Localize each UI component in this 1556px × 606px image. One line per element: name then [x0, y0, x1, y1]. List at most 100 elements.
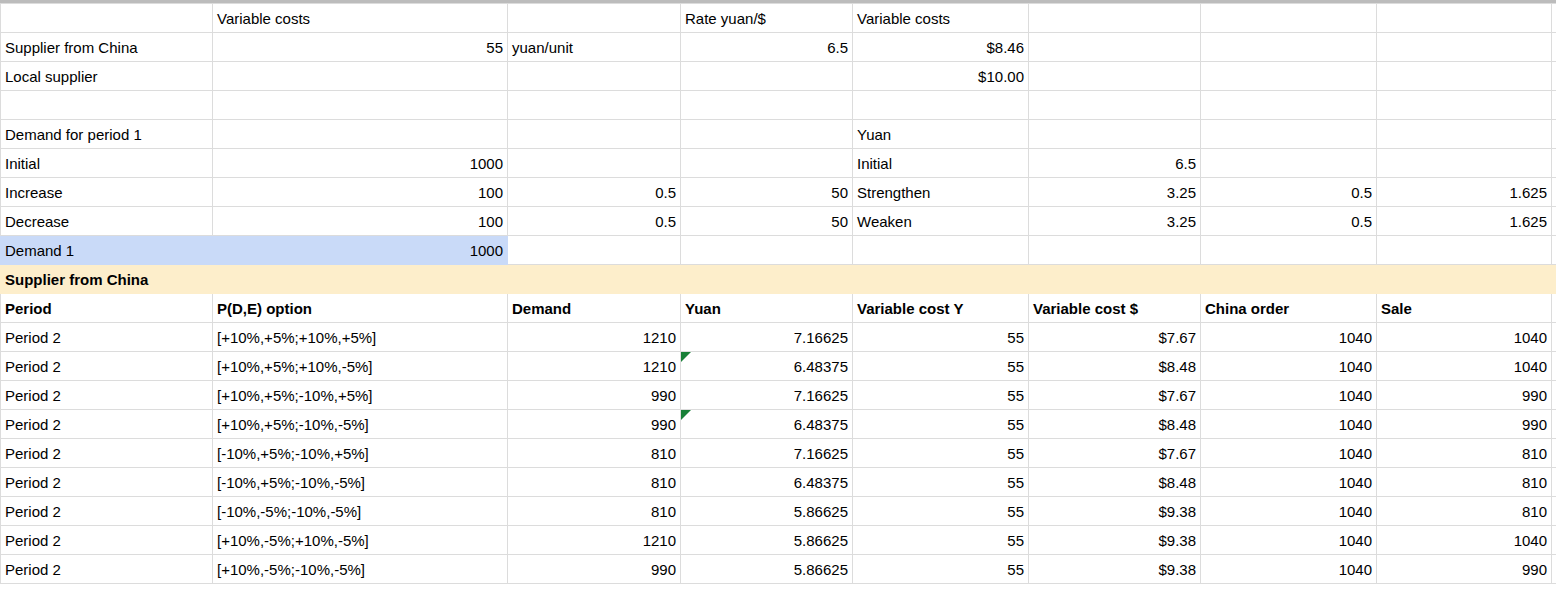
cell-E6[interactable]: Initial [853, 149, 1029, 178]
cell-H15[interactable]: 990 [1377, 410, 1552, 439]
cell-H2[interactable] [1377, 33, 1552, 62]
cell-overflow-2[interactable] [1552, 33, 1556, 62]
cell-G14[interactable]: 1040 [1201, 381, 1377, 410]
cell-E1[interactable]: Variable costs [853, 4, 1029, 33]
cell-overflow-17[interactable] [1552, 468, 1556, 497]
cell-G18[interactable]: 1040 [1201, 497, 1377, 526]
cell-B5[interactable] [213, 120, 508, 149]
cell-G2[interactable] [1201, 33, 1377, 62]
cell-E11[interactable]: Variable cost Y [853, 294, 1029, 323]
cell-B19[interactable]: [+10%,-5%;+10%,-5%] [213, 526, 508, 555]
cell-H3[interactable] [1377, 62, 1552, 91]
cell-B4[interactable] [213, 91, 508, 120]
cell-A8[interactable]: Decrease [1, 207, 213, 236]
cell-E18[interactable]: 55 [853, 497, 1029, 526]
cell-overflow-13[interactable] [1552, 352, 1556, 381]
cell-D8[interactable]: 50 [681, 207, 853, 236]
cell-H12[interactable]: 1040 [1377, 323, 1552, 352]
cell-F9[interactable] [1029, 236, 1201, 265]
cell-F18[interactable]: $9.38 [1029, 497, 1201, 526]
cell-D19[interactable]: 5.86625 [681, 526, 853, 555]
cell-A19[interactable]: Period 2 [1, 526, 213, 555]
cell-C6[interactable] [508, 149, 681, 178]
cell-H4[interactable] [1377, 91, 1552, 120]
cell-C12[interactable]: 1210 [508, 323, 681, 352]
cell-G8[interactable]: 0.5 [1201, 207, 1377, 236]
cell-A5[interactable]: Demand for period 1 [1, 120, 213, 149]
cell-A10[interactable]: Supplier from China [1, 265, 1556, 294]
cell-A17[interactable]: Period 2 [1, 468, 213, 497]
cell-A14[interactable]: Period 2 [1, 381, 213, 410]
cell-B18[interactable]: [-10%,-5%;-10%,-5%] [213, 497, 508, 526]
cell-overflow-20[interactable] [1552, 555, 1556, 584]
cell-overflow-15[interactable] [1552, 410, 1556, 439]
cell-E7[interactable]: Strengthen [853, 178, 1029, 207]
cell-overflow-16[interactable] [1552, 439, 1556, 468]
cell-F2[interactable] [1029, 33, 1201, 62]
cell-E19[interactable]: 55 [853, 526, 1029, 555]
cell-H18[interactable]: 810 [1377, 497, 1552, 526]
cell-H6[interactable] [1377, 149, 1552, 178]
cell-C17[interactable]: 810 [508, 468, 681, 497]
cell-A2[interactable]: Supplier from China [1, 33, 213, 62]
cell-D14[interactable]: 7.16625 [681, 381, 853, 410]
cell-F3[interactable] [1029, 62, 1201, 91]
cell-A11[interactable]: Period [1, 294, 213, 323]
cell-E16[interactable]: 55 [853, 439, 1029, 468]
cell-F19[interactable]: $9.38 [1029, 526, 1201, 555]
cell-C15[interactable]: 990 [508, 410, 681, 439]
cell-H9[interactable] [1377, 236, 1552, 265]
cell-D20[interactable]: 5.86625 [681, 555, 853, 584]
cell-H19[interactable]: 1040 [1377, 526, 1552, 555]
cell-E8[interactable]: Weaken [853, 207, 1029, 236]
cell-F13[interactable]: $8.48 [1029, 352, 1201, 381]
cell-A12[interactable]: Period 2 [1, 323, 213, 352]
cell-D6[interactable] [681, 149, 853, 178]
cell-G20[interactable]: 1040 [1201, 555, 1377, 584]
cell-C11[interactable]: Demand [508, 294, 681, 323]
cell-G6[interactable] [1201, 149, 1377, 178]
cell-G15[interactable]: 1040 [1201, 410, 1377, 439]
cell-overflow-18[interactable] [1552, 497, 1556, 526]
cell-F11[interactable]: Variable cost $ [1029, 294, 1201, 323]
cell-B15[interactable]: [+10%,+5%;-10%,-5%] [213, 410, 508, 439]
cell-F4[interactable] [1029, 91, 1201, 120]
cell-E9[interactable] [853, 236, 1029, 265]
cell-D13[interactable]: 6.48375 [681, 352, 853, 381]
cell-A7[interactable]: Increase [1, 178, 213, 207]
cell-C13[interactable]: 1210 [508, 352, 681, 381]
cell-E4[interactable] [853, 91, 1029, 120]
cell-A9[interactable]: Demand 1 [1, 236, 213, 265]
cell-overflow-5[interactable] [1552, 120, 1556, 149]
cell-G3[interactable] [1201, 62, 1377, 91]
cell-A16[interactable]: Period 2 [1, 439, 213, 468]
cell-D4[interactable] [681, 91, 853, 120]
cell-D11[interactable]: Yuan [681, 294, 853, 323]
cell-B3[interactable] [213, 62, 508, 91]
cell-G16[interactable]: 1040 [1201, 439, 1377, 468]
cell-B12[interactable]: [+10%,+5%;+10%,+5%] [213, 323, 508, 352]
cell-E3[interactable]: $10.00 [853, 62, 1029, 91]
cell-F5[interactable] [1029, 120, 1201, 149]
cell-B7[interactable]: 100 [213, 178, 508, 207]
cell-F8[interactable]: 3.25 [1029, 207, 1201, 236]
cell-F14[interactable]: $7.67 [1029, 381, 1201, 410]
cell-B20[interactable]: [+10%,-5%;-10%,-5%] [213, 555, 508, 584]
cell-H14[interactable]: 990 [1377, 381, 1552, 410]
cell-C16[interactable]: 810 [508, 439, 681, 468]
cell-C18[interactable]: 810 [508, 497, 681, 526]
cell-H5[interactable] [1377, 120, 1552, 149]
cell-A1[interactable] [1, 4, 213, 33]
cell-E17[interactable]: 55 [853, 468, 1029, 497]
cell-A6[interactable]: Initial [1, 149, 213, 178]
cell-B14[interactable]: [+10%,+5%;-10%,+5%] [213, 381, 508, 410]
cell-D18[interactable]: 5.86625 [681, 497, 853, 526]
cell-H13[interactable]: 1040 [1377, 352, 1552, 381]
cell-G19[interactable]: 1040 [1201, 526, 1377, 555]
cell-A18[interactable]: Period 2 [1, 497, 213, 526]
cell-B11[interactable]: P(D,E) option [213, 294, 508, 323]
cell-overflow-4[interactable] [1552, 91, 1556, 120]
cell-B17[interactable]: [-10%,+5%;-10%,-5%] [213, 468, 508, 497]
cell-overflow-8[interactable] [1552, 207, 1556, 236]
cell-overflow-19[interactable] [1552, 526, 1556, 555]
